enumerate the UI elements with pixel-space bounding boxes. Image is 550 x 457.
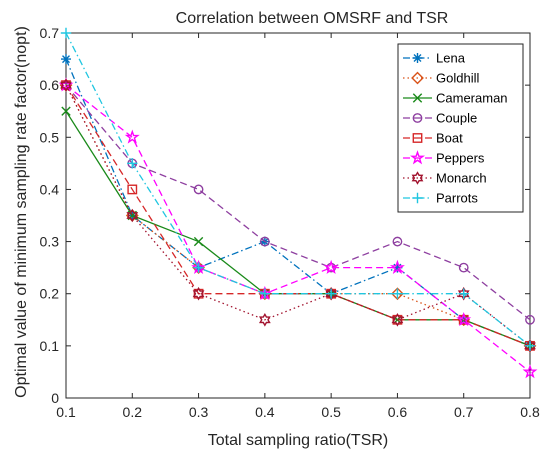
data-point-parrots <box>524 340 536 352</box>
x-tick-label: 0.2 <box>123 404 143 420</box>
x-tick-label: 0.8 <box>520 404 540 420</box>
y-tick-label: 0 <box>51 390 59 406</box>
data-point-monarch <box>60 78 72 92</box>
y-tick-label: 0.7 <box>40 25 60 41</box>
data-point-couple <box>193 184 204 195</box>
legend-marker-monarch <box>411 171 424 185</box>
data-point-parrots <box>325 288 337 299</box>
legend-marker-couple <box>412 113 423 123</box>
data-point-cameraman <box>61 106 71 116</box>
data-point-couple <box>525 314 535 325</box>
legend-entry-cameraman: Cameraman <box>403 91 508 106</box>
legend-entry-monarch: Monarch <box>403 171 487 186</box>
data-point-parrots <box>392 288 403 299</box>
series-line-peppers <box>65 84 531 373</box>
data-point-peppers <box>323 259 339 274</box>
legend-label-cameraman: Cameraman <box>436 91 508 106</box>
series-line-boat <box>65 84 531 347</box>
y-tick-label: 0.5 <box>40 129 60 145</box>
data-point-couple <box>392 236 403 247</box>
y-tick-label: 0.6 <box>40 77 60 93</box>
legend-label-lena: Lena <box>436 51 466 66</box>
legend: Lena Goldhill Cameraman Couple Boat Peppers Mo… <box>397 43 524 213</box>
x-tick-label: 0.3 <box>189 404 209 420</box>
legend-label-peppers: Peppers <box>436 151 485 166</box>
x-tick-label: 0.4 <box>255 404 275 420</box>
y-tick-label: 0.2 <box>40 286 60 302</box>
data-point-peppers <box>389 259 405 274</box>
data-point-monarch <box>524 339 536 353</box>
data-point-monarch <box>126 208 139 223</box>
data-point-peppers <box>522 364 538 379</box>
series-line-monarch <box>65 84 531 347</box>
data-point-monarch <box>258 313 271 327</box>
legend-marker-boat <box>412 133 423 143</box>
legend-label-parrots: Parrots <box>436 191 478 206</box>
data-point-monarch <box>457 286 470 301</box>
legend-label-couple: Couple <box>436 111 477 126</box>
x-axis-title: Total sampling ratio(TSR) <box>208 432 389 449</box>
legend-marker-cameraman <box>412 93 423 103</box>
data-point-parrots <box>60 27 72 39</box>
legend-marker-goldhill <box>411 71 424 85</box>
series-line-couple <box>65 84 531 321</box>
x-tick-label: 0.5 <box>321 404 341 420</box>
series-parrots <box>60 27 536 352</box>
x-tick-label: 0.6 <box>388 404 408 420</box>
legend-label-boat: Boat <box>436 131 463 146</box>
legend-entry-lena: Lena <box>403 51 466 66</box>
legend-entry-peppers: Peppers <box>403 150 485 166</box>
legend-marker-peppers <box>410 150 425 165</box>
chart-title: Correlation between OMSRF and TSR <box>176 10 449 27</box>
data-point-cameraman <box>193 236 204 247</box>
legend-entry-parrots: Parrots <box>403 191 478 206</box>
data-point-boat <box>127 184 138 195</box>
data-point-goldhill <box>391 287 404 301</box>
data-point-lena <box>392 262 403 273</box>
series-monarch <box>60 78 536 353</box>
legend-label-goldhill: Goldhill <box>436 71 479 86</box>
data-point-monarch <box>192 286 205 301</box>
data-point-monarch <box>325 286 338 301</box>
y-axis-title: Optimal value of minimum sampling rate f… <box>13 26 30 398</box>
y-tick-label: 0.3 <box>40 234 60 250</box>
x-tick-label: 0.7 <box>454 404 474 420</box>
data-point-parrots <box>193 262 204 273</box>
series-line-parrots <box>65 32 531 347</box>
data-point-parrots <box>127 158 138 169</box>
data-point-couple <box>458 262 469 273</box>
data-point-peppers <box>456 311 472 327</box>
data-point-peppers <box>124 129 140 144</box>
data-point-monarch <box>391 313 404 327</box>
x-tick-label: 0.1 <box>56 404 76 420</box>
legend-marker-lena <box>412 53 423 63</box>
data-point-parrots <box>458 288 469 299</box>
legend-label-monarch: Monarch <box>436 171 487 186</box>
legend-box <box>397 43 524 213</box>
legend-entry-boat: Boat <box>403 131 463 146</box>
data-point-lena <box>61 54 71 65</box>
y-tick-label: 0.1 <box>40 338 60 354</box>
legend-entry-goldhill: Goldhill <box>403 71 479 86</box>
data-point-couple <box>259 236 270 247</box>
y-tick-label: 0.4 <box>40 181 60 197</box>
data-point-parrots <box>259 288 271 299</box>
legend-marker-parrots <box>412 192 423 204</box>
legend-entry-couple: Couple <box>403 111 477 126</box>
